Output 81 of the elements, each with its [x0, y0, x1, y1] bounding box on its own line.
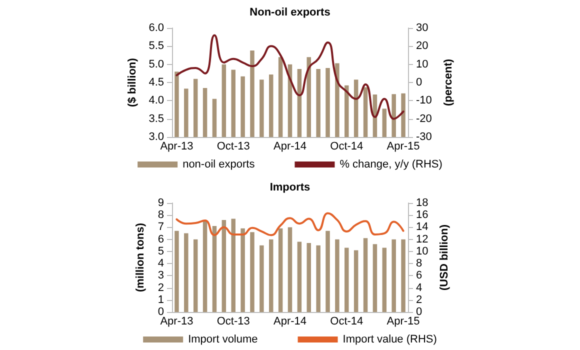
bar	[250, 232, 254, 312]
x-tick-label: Oct-14	[330, 140, 364, 152]
bar	[316, 245, 320, 312]
line-series	[176, 212, 404, 236]
bar	[184, 233, 188, 312]
bar	[392, 239, 396, 312]
y2-tick-label: 6	[416, 270, 422, 282]
y-tick-label: 3	[158, 270, 164, 282]
y2-tick-label: 16	[416, 209, 428, 222]
x-tick-label: Apr-15	[386, 140, 420, 152]
y-axis-title: (million tons)	[134, 222, 146, 292]
legend-label: non-oil exports	[182, 158, 256, 170]
y-tick-label: 9	[158, 197, 164, 209]
y2-tick-label: 4	[416, 282, 422, 294]
legend-label: Import value (RHS)	[342, 334, 437, 346]
y2-tick-label: -20	[416, 112, 432, 125]
bar	[260, 245, 264, 312]
bar	[354, 250, 358, 312]
y2-tick-label: 20	[416, 40, 428, 52]
y2-axis-title: (USD billion)	[438, 224, 451, 290]
bar	[306, 242, 312, 312]
y-tick-label: 1	[158, 294, 164, 306]
x-tick-label: Apr-15	[386, 316, 420, 328]
y2-tick-label: 30	[416, 22, 428, 34]
y2-tick-label: 18	[416, 197, 428, 209]
bar	[326, 230, 330, 312]
bar	[193, 239, 198, 312]
bar	[372, 244, 378, 312]
y-tick-label: 4	[158, 258, 164, 270]
line-series	[176, 34, 404, 120]
x-tick-label: Apr-14	[273, 140, 307, 152]
bar	[278, 228, 283, 312]
y2-axis-title: (percent)	[442, 58, 454, 106]
legend-label: % change, y/y (RHS)	[340, 158, 442, 170]
y2-tick-label: 12	[416, 233, 428, 246]
y-tick-label: 5	[158, 245, 164, 258]
bar	[297, 242, 302, 312]
y-tick-label: 5.0	[148, 58, 164, 70]
y-tick-label: 2	[158, 282, 164, 294]
y-tick-label: 6.0	[148, 22, 164, 34]
bar	[401, 239, 406, 312]
bar	[382, 248, 387, 312]
x-tick-label: Apr-14	[273, 316, 307, 328]
y-tick-label: 3.5	[148, 112, 164, 125]
chart-title: Non-oil exports	[250, 6, 330, 18]
y-tick-label: 4.5	[148, 76, 164, 88]
y-tick-label: 3.0	[148, 131, 164, 143]
y2-tick-label: 14	[416, 221, 428, 234]
bar	[202, 221, 208, 312]
chart-title: Imports	[270, 182, 310, 194]
x-tick-label: Apr-13	[160, 316, 194, 328]
bar	[268, 239, 274, 312]
bar	[363, 238, 368, 312]
y2-tick-label: 0	[416, 76, 422, 88]
y2-tick-label: 10	[416, 58, 428, 70]
bar	[344, 248, 349, 312]
bar	[222, 220, 226, 312]
y-tick-label: 6	[158, 233, 164, 246]
bar	[240, 228, 245, 312]
y2-tick-label: -30	[416, 131, 432, 143]
legend-label: Import volume	[188, 334, 258, 346]
y2-tick-label: 10	[416, 245, 428, 258]
y-tick-label: 7	[158, 221, 164, 234]
bar	[212, 226, 217, 312]
y2-tick-label: 0	[416, 306, 422, 318]
y-tick-label: 8	[158, 209, 164, 222]
x-tick-label: Oct-13	[216, 316, 250, 328]
bar	[288, 227, 292, 312]
bar	[231, 218, 236, 312]
y2-tick-label: 2	[416, 294, 422, 306]
x-tick-label: Apr-13	[160, 140, 194, 152]
bar	[335, 239, 340, 312]
y-tick-label: 5.5	[148, 40, 164, 52]
bar	[174, 230, 179, 312]
y-axis-title: ($ billion)	[126, 58, 138, 107]
x-tick-label: Oct-14	[330, 316, 364, 328]
y2-tick-label: 8	[416, 258, 422, 270]
y-tick-label: 0	[158, 306, 164, 318]
x-tick-label: Oct-13	[216, 140, 250, 152]
y2-tick-label: -10	[416, 94, 432, 107]
y-tick-label: 4.0	[148, 94, 164, 107]
